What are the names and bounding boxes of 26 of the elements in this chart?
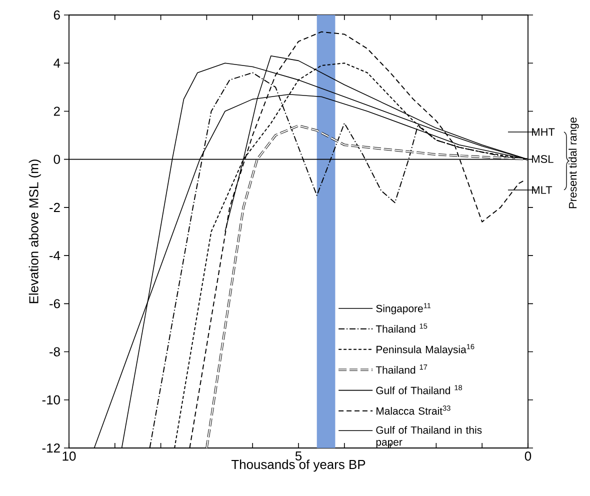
y-tick-label: -6 [50, 299, 60, 308]
legend-label: Thailand $^{17}$ [376, 364, 428, 374]
y-tick-label: 4 [54, 58, 60, 68]
text: Present tidal range [568, 118, 579, 208]
legend-label: Gulf of Thailand in this paper [376, 426, 482, 448]
legend-label: Malacca Strait$^{33}$ [376, 406, 450, 415]
legend-label: Peninsula Malaysia$^{16}$ [376, 344, 474, 356]
y-tick-label: -10 [42, 395, 60, 404]
text: MLT [532, 186, 552, 194]
text: MHT [532, 128, 555, 136]
x-tick-label: 10 [62, 452, 76, 461]
legend-label: Gulf of Thailand $^{18}$ [376, 385, 462, 394]
x-tick-label: 5 [295, 452, 302, 461]
y-tick-label: 6 [54, 10, 60, 20]
x-axis-title: Thousands of years BP [231, 460, 366, 472]
y-tick-label: 2 [54, 106, 60, 116]
legend-label: Thailand $^{15}$ [376, 324, 428, 333]
y-tick-label: -4 [50, 251, 60, 260]
legend-label: Singapore$^{11}$ [376, 303, 431, 314]
y-tick-label: 0 [54, 154, 60, 164]
text: MSL [532, 155, 554, 163]
y-tick-label: -2 [50, 202, 60, 212]
y-tick-label: -12 [42, 443, 60, 453]
x-tick-label: 0 [524, 452, 532, 461]
y-tick-label: -8 [50, 347, 60, 356]
y-axis-title: Elevation above MSL (m) [28, 160, 41, 304]
